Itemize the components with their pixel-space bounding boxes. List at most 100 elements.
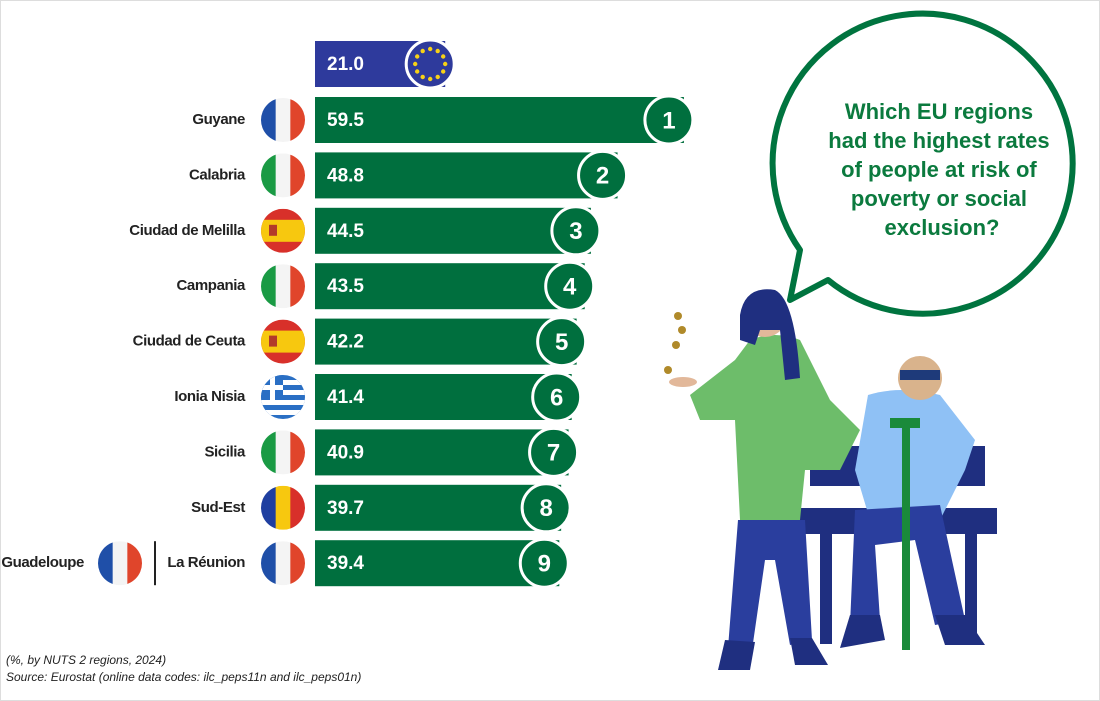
value-label: 59.5 <box>327 110 364 131</box>
bar <box>315 207 591 254</box>
flag <box>261 375 305 419</box>
title-line: Which EU regions <box>845 99 1033 124</box>
eu-star <box>435 74 440 80</box>
value-label: 39.4 <box>327 553 364 574</box>
flag <box>261 153 305 198</box>
category-label: Ciudad de Ceuta <box>133 333 246 350</box>
eu-star <box>435 48 440 54</box>
rank-label: 5 <box>555 329 568 356</box>
title: Which EU regions had the highest rates o… <box>828 99 1055 240</box>
category-label: La Réunion <box>167 554 245 571</box>
bar <box>315 429 569 476</box>
value-label: 44.5 <box>327 221 364 242</box>
value-label: 39.7 <box>327 498 364 519</box>
flag-stripe <box>261 485 277 530</box>
bar <box>315 484 562 531</box>
flag <box>261 208 305 253</box>
flag <box>261 98 305 142</box>
title-line: had the highest rates <box>828 128 1049 153</box>
flag-cross <box>270 375 275 400</box>
flag-stripe <box>261 541 277 586</box>
flag <box>261 264 305 309</box>
illustration <box>664 289 997 670</box>
rank-label: 7 <box>547 440 560 467</box>
value-label: 41.4 <box>327 387 364 408</box>
category-label: Sicilia <box>204 443 246 460</box>
rank-badge <box>528 426 580 478</box>
flag-stripe <box>275 541 291 586</box>
rank-badge <box>544 260 596 312</box>
flag-stripe <box>261 330 305 353</box>
category-label: Guadeloupe <box>1 554 84 571</box>
flag-stripe <box>261 400 305 405</box>
bar <box>315 540 560 587</box>
rank-label: 6 <box>550 384 563 411</box>
flag-stripe <box>261 430 277 475</box>
eu-star <box>428 76 433 82</box>
rank-badge <box>518 537 570 589</box>
rank-label: 9 <box>538 551 551 578</box>
flag-stripe <box>290 430 305 475</box>
bar <box>315 97 684 143</box>
flag-stripe <box>98 541 114 586</box>
flag <box>261 319 305 364</box>
flag-stripe <box>290 541 305 586</box>
flag <box>98 541 142 586</box>
rank-label: 1 <box>662 107 675 134</box>
flag-stripe <box>290 264 305 309</box>
category-label: Ionia Nisia <box>174 388 246 405</box>
rank-label: 2 <box>596 163 609 190</box>
eu-star <box>413 61 418 67</box>
eu-star <box>428 46 433 52</box>
flag-emblem <box>269 224 277 236</box>
flag-stripe <box>261 153 277 198</box>
eu-flag <box>404 38 456 90</box>
eu-star <box>415 54 420 59</box>
flag <box>261 430 305 475</box>
flag-stripe <box>275 98 291 142</box>
value-label: 43.5 <box>327 276 364 297</box>
category-label: Calabria <box>189 166 246 183</box>
flag-stripe <box>290 485 305 530</box>
category-label: Sud-Est <box>191 499 245 516</box>
rank-badge <box>531 371 583 423</box>
flag-stripe <box>261 219 305 242</box>
value-label: 42.2 <box>327 332 364 353</box>
flag-stripe <box>275 485 291 530</box>
flag-stripe <box>275 264 291 309</box>
eu-star <box>420 48 425 54</box>
speech-bubble <box>769 10 1076 317</box>
flag-stripe <box>290 153 305 198</box>
bar <box>315 318 577 365</box>
bar <box>315 374 572 420</box>
rank-badge <box>550 205 602 257</box>
category-label: Guyane <box>192 111 245 128</box>
flag-stripe <box>127 541 142 586</box>
note: (%, by NUTS 2 regions, 2024) <box>6 653 166 667</box>
eu-star <box>415 69 420 74</box>
flag-stripe <box>261 98 277 142</box>
rank-label: 8 <box>539 495 552 522</box>
rank-label: 4 <box>563 274 577 301</box>
eu-star <box>420 74 425 80</box>
bar <box>315 263 585 310</box>
flag <box>261 541 305 586</box>
eu-star <box>440 69 446 74</box>
title-line: of people at risk of <box>841 157 1037 182</box>
source: Source: Eurostat (online data codes: ilc… <box>6 670 361 684</box>
rank-label: 3 <box>569 218 582 245</box>
value-label: 48.8 <box>327 165 364 186</box>
rank-badge <box>643 94 695 146</box>
flag-stripe <box>261 410 305 415</box>
category-label: Ciudad de Melilla <box>129 222 246 239</box>
flag <box>261 485 305 530</box>
eu-star <box>443 61 448 67</box>
category-label: Campania <box>177 277 247 294</box>
rank-badge <box>520 482 572 534</box>
value-label: 40.9 <box>327 442 364 463</box>
flag-stripe <box>275 430 291 475</box>
flag-stripe <box>290 98 305 142</box>
flag-stripe <box>112 541 128 586</box>
rank-badge <box>536 316 588 368</box>
